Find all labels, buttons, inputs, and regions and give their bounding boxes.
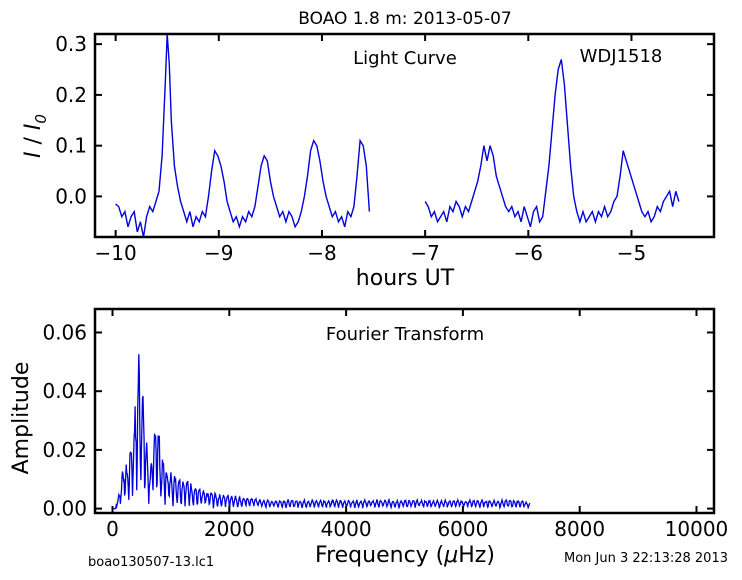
light-curve-ytick-label: 0.3	[55, 32, 87, 56]
ylabel-i0: I	[21, 124, 46, 131]
fourier-series	[112, 354, 531, 511]
light-curve-ytick-label: 0.0	[55, 184, 87, 208]
light-curve-ytick-label: 0.2	[55, 83, 87, 107]
light-curve-ylabel: I / I0	[21, 114, 50, 158]
fourier-xtick-label: 2000	[204, 517, 255, 541]
fourier-axes-frame	[93, 307, 716, 515]
light-curve-xtick-label: −7	[410, 241, 439, 265]
fourier-annotation: Fourier Transform	[326, 324, 484, 345]
light-curve-xtick-label: −8	[307, 241, 336, 265]
target-name-label: WDJ1518	[580, 46, 663, 67]
fourier-ytick-label: 0.06	[42, 320, 87, 344]
fourier-xtick-label: 10000	[665, 517, 729, 541]
fourier-xlabel-mu: μ	[443, 543, 458, 568]
fourier-ticks: 0 2000 4000 6000 8000 10000 0.00 0.02 0.04 0.06	[42, 309, 728, 541]
fourier-ylabel: Amplitude	[9, 362, 34, 475]
light-curve-xtick-label: −9	[204, 241, 233, 265]
fourier-xlabel-post: Hz)	[458, 543, 495, 568]
light-curve-series	[115, 33, 680, 238]
fourier-xtick-label: 0	[106, 517, 119, 541]
fourier-xlabel: Frequency (μHz)	[315, 543, 495, 568]
fourier-xtick-label: 6000	[437, 517, 488, 541]
light-curve-annotation: Light Curve	[353, 48, 457, 69]
fourier-xtick-label: 4000	[321, 517, 372, 541]
light-curve-panel: −10 −9 −8 −7 −6 −5 0.0 0.1 0.2 0.3 Light Curve WD…	[21, 32, 716, 291]
light-curve-ytick-label: 0.1	[55, 134, 87, 158]
light-curve-axes-frame	[93, 32, 716, 239]
figure-title: BOAO 1.8 m: 2013-05-07	[298, 9, 512, 29]
fourier-ytick-label: 0.02	[42, 438, 87, 462]
light-curve-segment-2	[424, 59, 680, 228]
ylabel-slash: /	[21, 130, 46, 151]
fourier-ytick-label: 0.04	[42, 379, 87, 403]
light-curve-xlabel: hours UT	[356, 266, 455, 291]
light-curve-segment-1	[115, 33, 371, 238]
fourier-transform-panel: 0 2000 4000 6000 8000 10000 0.00 0.02 0.04 0.06 F…	[9, 307, 728, 568]
light-curve-xtick-label: −5	[617, 241, 646, 265]
footer-timestamp: Mon Jun 3 22:13:28 2013	[564, 551, 728, 566]
ylabel-subscript: 0	[32, 114, 50, 124]
fourier-ytick-label: 0.00	[42, 497, 87, 521]
fourier-xtick-label: 8000	[554, 517, 605, 541]
light-curve-ticks: −10 −9 −8 −7 −6 −5 0.0 0.1 0.2 0.3	[55, 32, 714, 265]
light-curve-xtick-label: −10	[95, 241, 137, 265]
ylabel-i: I	[21, 151, 46, 158]
amplitude-spectrum-line	[112, 354, 531, 511]
light-curve-xtick-label: −6	[514, 241, 543, 265]
fourier-xlabel-pre: Frequency (	[315, 543, 444, 568]
footer-filename: boao130507-13.lc1	[88, 555, 214, 570]
